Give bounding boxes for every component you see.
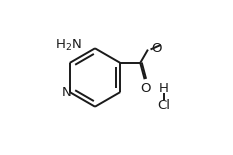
Text: O: O xyxy=(140,82,151,95)
Text: N: N xyxy=(62,86,71,99)
Text: O: O xyxy=(151,42,161,55)
Text: Cl: Cl xyxy=(158,99,171,112)
Text: H: H xyxy=(159,82,169,95)
Text: H$_2$N: H$_2$N xyxy=(55,38,82,53)
